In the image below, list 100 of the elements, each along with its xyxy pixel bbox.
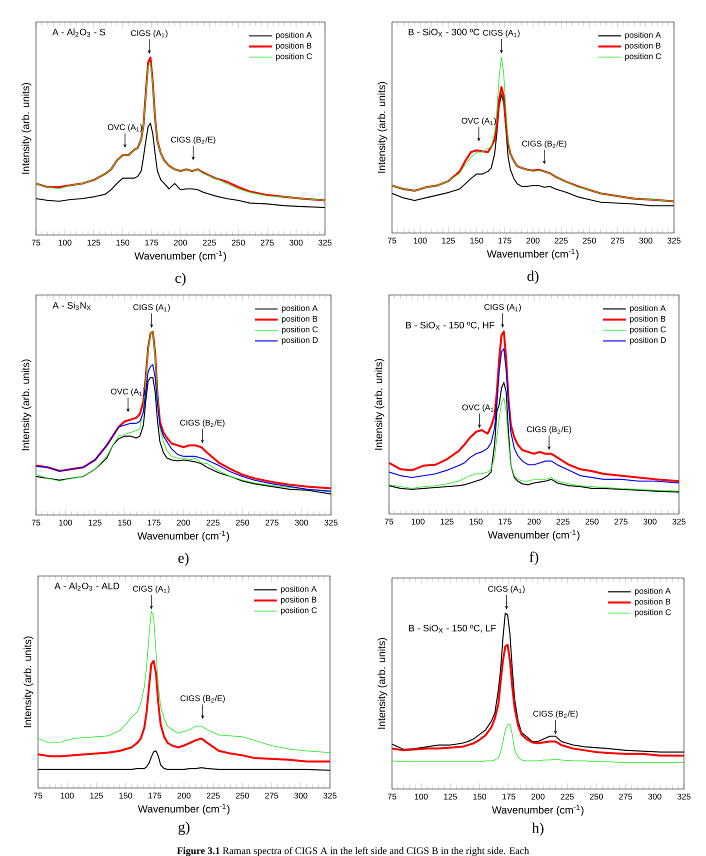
x-tick-label: 200: [174, 240, 188, 246]
x-tick-label: 250: [590, 794, 603, 800]
annotation: CIGS (A$_{1}$): [133, 304, 170, 312]
annotation: CIGS (B$_{2}$/E): [533, 710, 578, 718]
x-tick-label: 75: [388, 238, 396, 244]
x-tick-label: 275: [611, 238, 624, 244]
x-tick-label: 300: [643, 518, 657, 525]
legend-label: position B: [282, 316, 318, 324]
legend-label: position C: [280, 607, 317, 615]
x-tick-label: 250: [232, 240, 245, 246]
annotation: CIGS (A$_{1}$): [488, 586, 525, 594]
x-tick-label: 250: [586, 518, 599, 525]
x-tick-label: 75: [32, 240, 40, 246]
x-tick-label: 300: [639, 238, 652, 244]
x-axis-title: Wavenumber (cm$^{-1}$): [492, 804, 584, 816]
x-tick-label: 150: [118, 520, 132, 526]
y-axis-title: Intensity (arb. units): [378, 82, 388, 173]
x-tick-label: 125: [88, 240, 100, 246]
x-tick-label: 325: [677, 794, 691, 800]
annotation: OVC (A$_{1}$): [110, 388, 146, 396]
x-tick-label: 175: [502, 794, 516, 800]
x-tick-label: 150: [473, 794, 486, 800]
text: d): [527, 270, 538, 284]
x-tick-label: 200: [526, 238, 540, 244]
x-tick-label: 150: [119, 792, 132, 799]
x-tick-label: 225: [202, 240, 216, 246]
x-tick-label: 225: [560, 794, 574, 800]
annotation: CIGS (B$_{2}$/E): [171, 136, 216, 144]
x-tick-label: 225: [556, 518, 570, 525]
legend-label: position A: [276, 32, 312, 40]
legend-label: position D: [630, 336, 666, 345]
x-tick-label: 250: [236, 520, 250, 526]
x-tick-label: 250: [236, 792, 249, 799]
legend-label: position D: [282, 336, 318, 345]
chart-title: A - Si$_{3}$N$_{X}$: [52, 302, 91, 310]
x-tick-label: 225: [554, 238, 568, 244]
x-tick-label: 325: [318, 240, 332, 246]
legend-label: position A: [280, 586, 317, 594]
legend-label: position A: [282, 305, 318, 313]
x-tick-label: 75: [34, 792, 42, 798]
text: Figure 3.1 Raman spectra of CIGS A in the left side and CIGS B in the right side. Each: [177, 846, 530, 856]
x-tick-label: 125: [444, 794, 457, 800]
text: c): [175, 272, 186, 286]
x-tick-label: 100: [412, 518, 425, 525]
x-tick-label: 100: [59, 520, 72, 526]
annotation: CIGS (A$_{1}$): [483, 30, 520, 38]
legend-label: position C: [630, 326, 666, 334]
annotation: CIGS (A$_{1}$): [484, 304, 521, 312]
annotation: CIGS (A$_{1}$): [133, 586, 170, 594]
annotation: OVC (A$_{1}$): [108, 124, 142, 132]
annotation: OVC (A$_{1}$): [462, 404, 497, 412]
y-axis-title: Intensity (arb. units): [374, 359, 384, 450]
x-tick-label: 325: [323, 792, 337, 799]
legend-label: position B: [280, 596, 316, 604]
x-tick-label: 275: [266, 520, 279, 526]
x-tick-label: 125: [88, 520, 102, 526]
x-tick-label: 150: [470, 518, 483, 525]
legend-label: position A: [634, 588, 671, 596]
text: B - SiO$_{X}$ - 150 ºC, LF: [409, 624, 496, 633]
chart-title: B - SiO$_{X}$ - 150 ºC, HF: [406, 322, 494, 330]
x-axis-title: Wavenumber (cm$^{-1}$): [134, 250, 226, 262]
legend-label: position A: [625, 32, 661, 40]
x-tick-label: 100: [58, 240, 72, 246]
y-axis-title: Intensity (arb. units): [24, 636, 34, 728]
x-tick-label: 200: [178, 792, 191, 799]
x-tick-label: 200: [177, 520, 190, 526]
x-tick-label: 225: [206, 520, 220, 526]
legend-label: position C: [282, 326, 318, 334]
x-tick-label: 325: [324, 520, 338, 526]
legend-label: position C: [625, 53, 662, 61]
x-tick-label: 200: [528, 518, 541, 525]
text: e): [178, 552, 189, 566]
x-tick-label: 100: [60, 792, 74, 799]
x-tick-label: 225: [206, 792, 220, 799]
x-tick-label: 75: [388, 794, 396, 800]
annotation: CIGS (A$_{1}$): [131, 30, 168, 38]
x-tick-label: 250: [582, 238, 596, 244]
x-tick-label: 300: [648, 794, 662, 800]
x-axis-title: Wavenumber (cm$^{-1}$): [138, 804, 230, 815]
x-tick-label: 150: [470, 238, 484, 244]
x-tick-label: 150: [116, 240, 130, 246]
chart-title: B - SiO$_{X}$ - 300 ºC: [408, 28, 480, 37]
annotation: CIGS (B$_{2}$/E): [180, 420, 224, 428]
x-tick-label: 125: [442, 238, 455, 244]
x-tick-label: 100: [414, 238, 427, 244]
annotation: CIGS (B$_{2}$/E): [522, 140, 566, 148]
annotation: CIGS (B$_{2}$/E): [180, 695, 225, 703]
x-tick-label: 175: [148, 520, 161, 526]
legend-label: position B: [625, 42, 661, 50]
x-tick-label: 300: [290, 240, 303, 246]
x-tick-label: 325: [672, 518, 686, 525]
text: f): [530, 552, 538, 566]
chart-title: A - Al$_{2}$O$_{3}$ - S: [52, 28, 106, 37]
y-axis-title: Intensity (arb. units): [378, 638, 388, 729]
x-tick-label: 175: [148, 792, 162, 798]
annotation: CIGS (B$_{2}$/E): [526, 426, 572, 434]
y-axis-title: Intensity (arb. units): [22, 360, 32, 450]
chart-title: A - Al$_{2}$O$_{3}$ - ALD: [54, 582, 120, 591]
x-tick-label: 325: [667, 238, 681, 244]
legend-label: position C: [276, 53, 312, 61]
